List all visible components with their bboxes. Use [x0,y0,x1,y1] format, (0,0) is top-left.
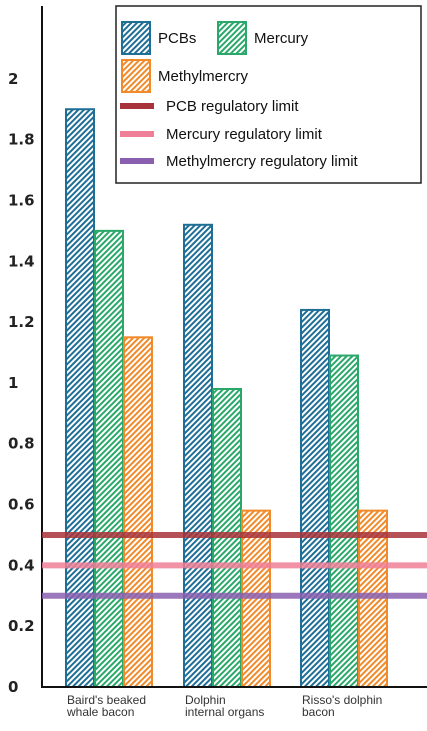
legend: PCBs Mercury Methylmercry PCB regulatory li… [115,5,422,184]
bar-mercury-1 [94,229,124,688]
legend-label-reference-1: PCB regulatory limit [166,98,299,115]
legend-label-pcbs: PCBs [158,30,196,47]
y-tick-label: 1.8 [8,131,35,149]
legend-label-reference-2: Mercury regulatory limit [166,126,323,143]
y-tick-label: 1.6 [8,191,35,209]
bars [65,108,388,688]
y-tick-label: 1.2 [8,313,35,331]
legend-label-reference-3: Methylmercry regulatory limit [166,153,359,170]
bar-methylmercry-1 [123,336,153,688]
y-tick-label: 1.4 [8,252,35,270]
legend-label-methylmercry: Methylmercry [158,68,249,85]
legend-swatch-pcbs [121,21,151,55]
bar-pcbs-3 [300,308,330,688]
legend-swatch-mercury [217,21,247,55]
y-tick-label: 0.6 [8,496,35,514]
legend-swatch-methylmercry [121,59,151,93]
reference-lines [42,531,427,599]
x-tick-label-3: Risso's dolphin bacon [302,693,382,719]
y-tick-label: 0.8 [8,435,35,453]
bar-pcbs-1 [65,108,95,688]
y-tick-label: 0.2 [8,617,35,635]
bar-mercury-2 [212,387,242,688]
legend-label-mercury: Mercury [254,30,309,47]
bar-mercury-3 [329,354,359,688]
x-tick-label-1: Baird's beaked whale bacon [66,693,146,719]
x-tick-label-2: Dolphin internal organs [185,693,264,719]
y-tick-label: 2 [8,70,18,88]
legend-box [115,5,422,184]
y-tick-label: 0 [8,678,18,696]
y-tick-label: 1 [8,374,18,392]
y-tick-label: 0.4 [8,556,35,574]
bar-pcbs-2 [183,223,213,688]
axes: 0 0.2 0.4 0.6 0.8 1 1.2 1.4 1.6 1.8 2 Baird's beake… [8,6,427,719]
